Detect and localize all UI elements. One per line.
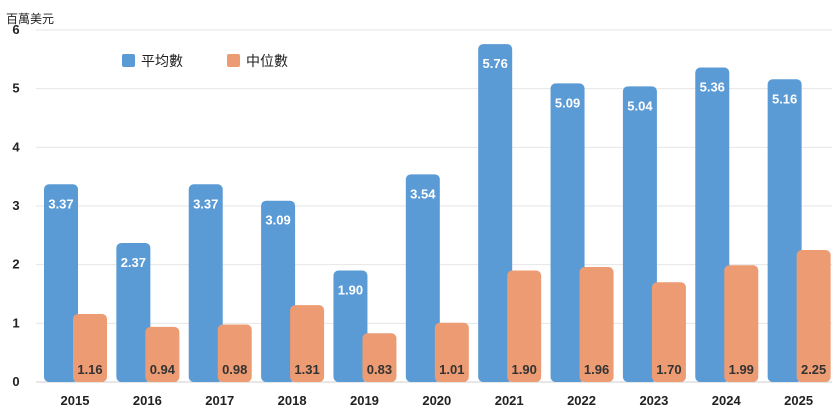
data-label-median: 1.96 bbox=[584, 362, 609, 377]
x-tick-label: 2017 bbox=[205, 393, 234, 408]
data-label-median: 1.16 bbox=[77, 362, 102, 377]
data-label-average: 5.36 bbox=[700, 80, 725, 95]
data-label-median: 1.99 bbox=[729, 362, 754, 377]
y-tick-label: 2 bbox=[12, 257, 19, 272]
legend-swatch-median bbox=[227, 54, 240, 67]
data-label-average: 5.16 bbox=[772, 91, 797, 106]
data-label-median: 0.83 bbox=[367, 362, 392, 377]
y-tick-label: 4 bbox=[12, 139, 20, 154]
bar-average bbox=[188, 184, 223, 382]
bar-median bbox=[217, 324, 252, 382]
y-tick-label: 6 bbox=[12, 22, 19, 37]
bar-median bbox=[796, 250, 831, 382]
bar-median bbox=[507, 270, 542, 382]
data-label-median: 1.31 bbox=[294, 362, 319, 377]
x-tick-label: 2025 bbox=[784, 393, 813, 408]
x-tick-label: 2016 bbox=[133, 393, 162, 408]
data-label-median: 1.90 bbox=[512, 362, 537, 377]
x-tick-label: 2015 bbox=[61, 393, 90, 408]
bar-median bbox=[651, 282, 686, 382]
data-label-average: 5.04 bbox=[627, 98, 653, 113]
bar-average bbox=[695, 67, 730, 383]
data-label-median: 0.98 bbox=[222, 362, 247, 377]
bar-average bbox=[44, 184, 78, 382]
legend-label-median: 中位數 bbox=[246, 54, 288, 70]
data-label-median: 0.94 bbox=[150, 362, 176, 377]
x-tick-label: 2023 bbox=[639, 393, 668, 408]
y-tick-label: 5 bbox=[12, 81, 19, 96]
bar-median bbox=[73, 313, 107, 382]
data-label-average: 2.37 bbox=[121, 255, 146, 270]
x-tick-label: 2024 bbox=[712, 393, 742, 408]
y-axis-unit-label: 百萬美元 bbox=[6, 12, 55, 26]
data-label-average: 3.37 bbox=[48, 196, 73, 211]
data-label-average: 3.37 bbox=[193, 196, 218, 211]
bar-average bbox=[550, 83, 585, 383]
bar-median bbox=[362, 333, 397, 382]
bar-average bbox=[478, 44, 513, 382]
bar-average bbox=[622, 86, 657, 382]
bar-median bbox=[290, 305, 325, 382]
bar-median bbox=[145, 326, 180, 382]
bar-average bbox=[405, 174, 440, 382]
bar-median bbox=[434, 322, 469, 382]
bar-average bbox=[116, 242, 151, 382]
data-label-average: 3.54 bbox=[410, 186, 436, 201]
data-label-average: 3.09 bbox=[265, 213, 290, 228]
x-tick-label: 2020 bbox=[422, 393, 451, 408]
bar-average bbox=[767, 79, 802, 382]
y-tick-label: 1 bbox=[12, 315, 19, 330]
bar-median bbox=[579, 267, 614, 382]
legend-swatch-average bbox=[122, 54, 135, 67]
data-label-median: 1.70 bbox=[656, 362, 681, 377]
y-tick-label: 0 bbox=[12, 374, 19, 389]
x-tick-label: 2019 bbox=[350, 393, 379, 408]
x-tick-label: 2018 bbox=[278, 393, 307, 408]
bar-average bbox=[333, 270, 368, 382]
data-label-median: 1.01 bbox=[439, 362, 464, 377]
data-label-average: 5.09 bbox=[555, 95, 580, 110]
legend-label-average: 平均數 bbox=[141, 54, 183, 70]
data-label-average: 5.76 bbox=[483, 56, 508, 71]
y-tick-label: 3 bbox=[12, 198, 19, 213]
x-tick-label: 2022 bbox=[567, 393, 596, 408]
data-label-median: 2.25 bbox=[801, 362, 826, 377]
data-label-average: 1.90 bbox=[338, 283, 363, 298]
x-tick-label: 2021 bbox=[495, 393, 524, 408]
bar-median bbox=[724, 265, 759, 382]
bar-average bbox=[261, 200, 296, 382]
